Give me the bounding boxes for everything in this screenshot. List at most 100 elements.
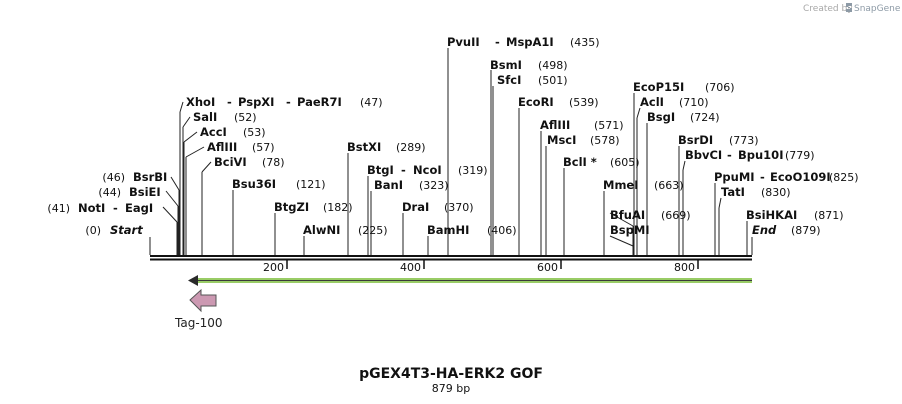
site-name: NcoI — [413, 163, 442, 177]
plasmid-length: 879 bp — [432, 382, 470, 395]
site-name: BfuAI — [610, 208, 645, 222]
leader-line — [185, 146, 205, 158]
leader-line — [201, 161, 212, 173]
leader-line — [183, 131, 198, 143]
axis-ticks: 200 400 600 800 — [263, 260, 699, 274]
site-name: BsmI — [490, 58, 522, 72]
orf-arrow — [188, 275, 752, 286]
site-name: Bsu36I — [232, 177, 276, 191]
site-position: (57) — [252, 141, 275, 154]
site-name: BamHI — [427, 223, 469, 237]
site-position: (571) — [594, 119, 624, 132]
site-name: BsgI — [647, 110, 675, 124]
site-position: (539) — [569, 96, 599, 109]
site-position: (182) — [323, 201, 353, 214]
leader-line — [609, 235, 634, 247]
site-name: SfcI — [497, 73, 521, 87]
snapgene-logo-icon — [846, 3, 852, 12]
site-name: BsrDI — [678, 133, 713, 147]
site-name: BsrBI — [133, 170, 167, 184]
site-position: (825) — [829, 171, 859, 184]
site-position: (53) — [243, 126, 266, 139]
start-position: (0) — [85, 224, 101, 237]
axis-tick-label: 200 — [263, 261, 284, 274]
tag-feature-arrow — [189, 288, 217, 313]
site-position: (501) — [538, 74, 568, 87]
site-position: (663) — [654, 179, 684, 192]
site-name: BsiEI — [129, 185, 161, 199]
site-position: (830) — [761, 186, 791, 199]
credit-brand: SnapGene — [854, 4, 901, 14]
axis-tick-label: 600 — [537, 261, 558, 274]
leader-lines — [149, 48, 753, 255]
site-name: BspMI — [610, 223, 650, 237]
site-position: (871) — [814, 209, 844, 222]
site-position: (52) — [234, 111, 257, 124]
site-name: EcoRI — [518, 95, 554, 109]
site-name: TatI — [721, 185, 745, 199]
leader-line — [170, 176, 180, 191]
site-name: XhoI — [186, 95, 215, 109]
tag-feature-label: Tag-100 — [174, 316, 223, 330]
site-name: EcoO109I — [770, 170, 831, 184]
site-name: PpuMI — [714, 170, 755, 184]
leader-line — [636, 107, 641, 119]
site-position: (78) — [262, 156, 285, 169]
site-position: (323) — [419, 179, 449, 192]
site-name: BsiHKAI — [746, 208, 797, 222]
site-position: (406) — [487, 224, 517, 237]
site-name: AflIII — [540, 118, 570, 132]
site-name: BclI * — [563, 155, 597, 169]
site-name: BbvCI — [685, 148, 722, 162]
site-separator: - — [495, 35, 500, 49]
site-position: (370) — [444, 201, 474, 214]
site-position: (41) — [47, 202, 70, 215]
end-label: End — [752, 223, 777, 237]
site-name: BstXI — [347, 140, 381, 154]
site-name: MscI — [547, 133, 576, 147]
site-name: PspXI — [238, 95, 274, 109]
leader-line — [682, 160, 686, 171]
site-separator: - — [227, 95, 232, 109]
site-position: (435) — [570, 36, 600, 49]
site-name: EcoP15I — [633, 80, 684, 94]
site-position: (44) — [98, 186, 121, 199]
site-position: (605) — [610, 156, 640, 169]
plasmid-title: pGEX4T3-HA-ERK2 GOF — [359, 366, 543, 382]
site-position: (319) — [458, 164, 488, 177]
site-position: (47) — [360, 96, 383, 109]
axis-tick-label: 400 — [400, 261, 421, 274]
site-name: PaeR7I — [297, 95, 342, 109]
site-position: (225) — [358, 224, 388, 237]
site-name: AlwNI — [303, 223, 340, 237]
start-label: Start — [110, 223, 143, 237]
site-position: (578) — [590, 134, 620, 147]
leader-line — [179, 101, 184, 113]
site-name: SalI — [193, 110, 217, 124]
site-position: (669) — [661, 209, 691, 222]
leader-line — [718, 197, 722, 209]
site-position: (773) — [729, 134, 759, 147]
site-name: BtgZI — [274, 200, 309, 214]
site-separator: - — [760, 170, 765, 184]
site-separator: - — [401, 163, 406, 177]
site-name: MspA1I — [506, 35, 554, 49]
axis-tick-label: 800 — [674, 261, 695, 274]
site-position: (706) — [705, 81, 735, 94]
site-name: BciVI — [214, 155, 247, 169]
site-name: BanI — [374, 178, 403, 192]
site-position: (498) — [538, 59, 568, 72]
site-name: Bpu10I — [738, 148, 783, 162]
sequence-bar — [150, 255, 752, 261]
credit-prefix: Created by — [803, 4, 853, 14]
end-position: (879) — [791, 224, 821, 237]
site-separator: - — [286, 95, 291, 109]
site-position: (724) — [690, 111, 720, 124]
site-position: (710) — [679, 96, 709, 109]
site-position: (779) — [785, 149, 815, 162]
site-separator: - — [113, 201, 118, 215]
site-name: PvuII — [447, 35, 480, 49]
leader-line — [609, 212, 634, 227]
site-name: AccI — [200, 125, 227, 139]
